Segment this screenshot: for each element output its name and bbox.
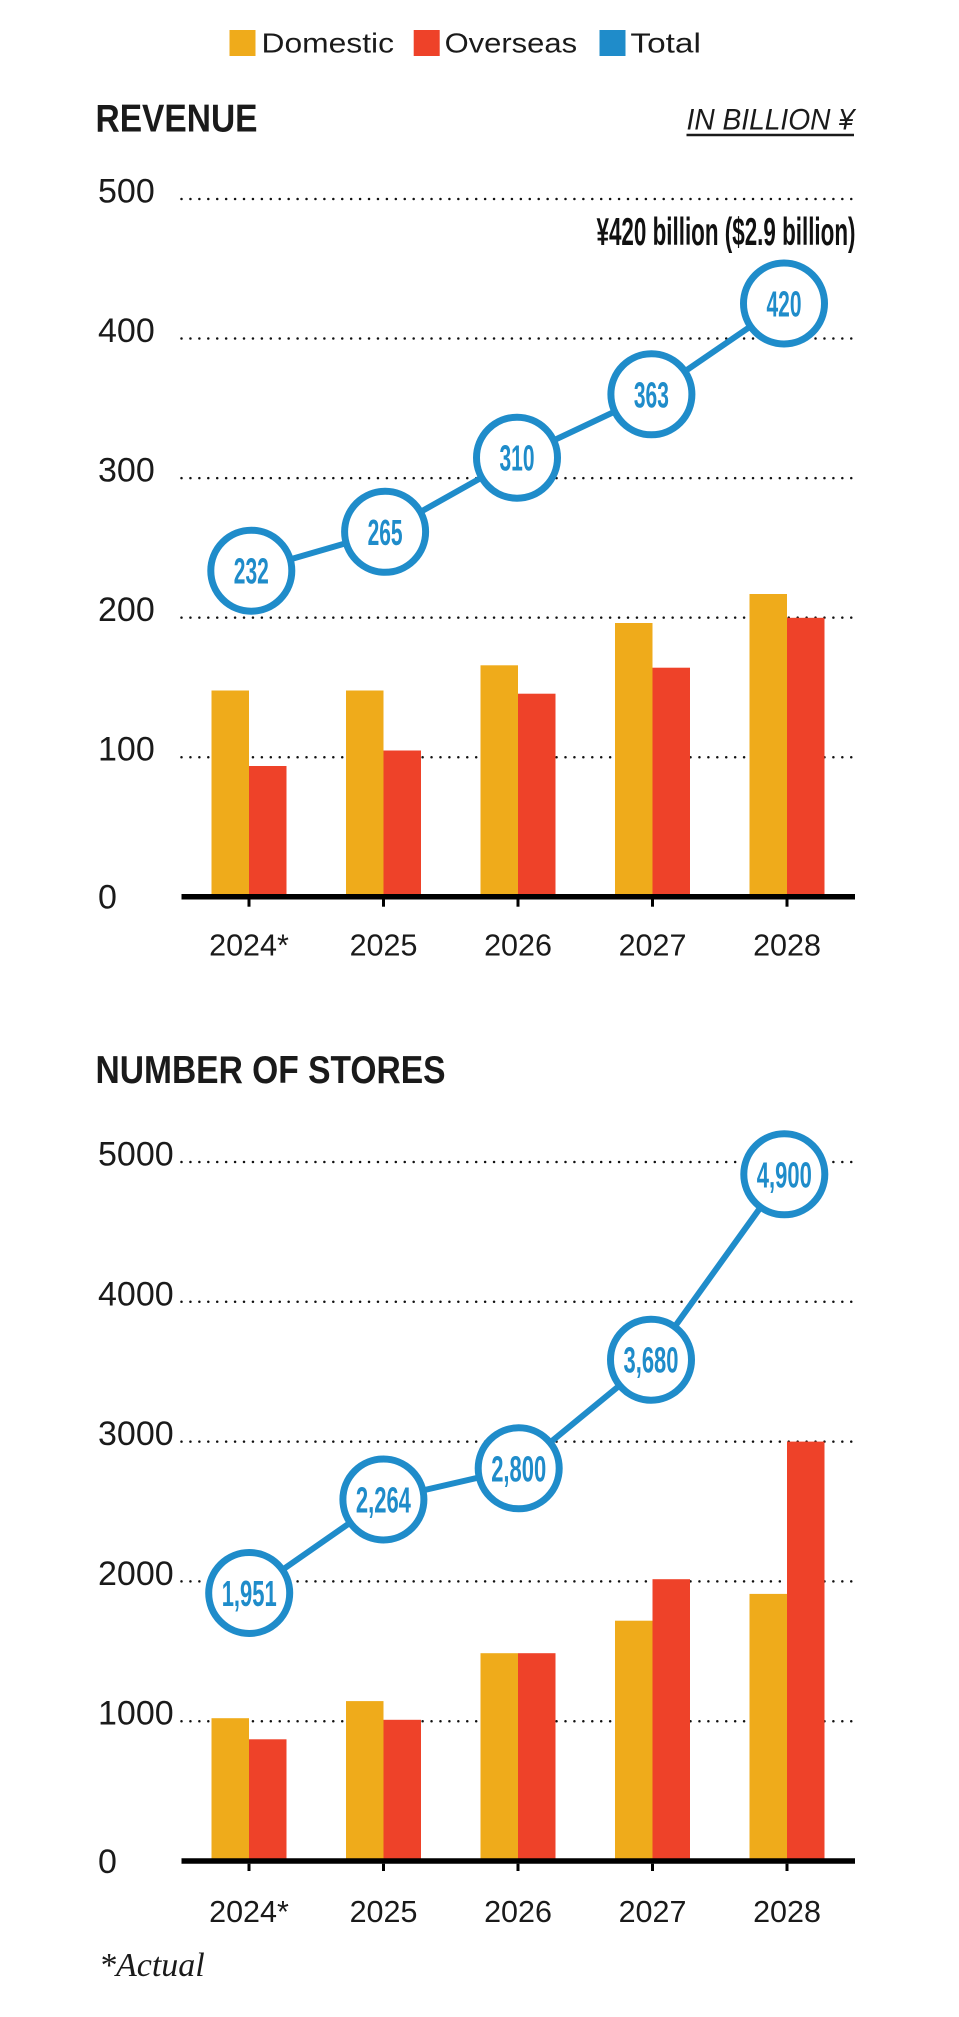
- svg-text:IN BILLION ¥: IN BILLION ¥: [687, 104, 858, 137]
- svg-text:2028: 2028: [753, 929, 821, 963]
- svg-text:Overseas: Overseas: [445, 28, 577, 59]
- svg-text:REVENUE: REVENUE: [96, 98, 258, 141]
- svg-text:2028: 2028: [753, 1895, 821, 1929]
- svg-text:4,900: 4,900: [757, 1154, 812, 1195]
- svg-text:1,951: 1,951: [222, 1573, 277, 1614]
- svg-text:Total: Total: [630, 28, 701, 59]
- svg-text:1000: 1000: [98, 1695, 174, 1733]
- svg-text:400: 400: [98, 312, 155, 350]
- svg-text:Domestic: Domestic: [262, 28, 395, 59]
- svg-text:2,264: 2,264: [356, 1480, 411, 1521]
- svg-text:2024*: 2024*: [209, 929, 289, 963]
- svg-text:*Actual: *Actual: [99, 1947, 205, 1984]
- svg-text:0: 0: [98, 879, 117, 917]
- svg-text:NUMBER OF STORES: NUMBER OF STORES: [96, 1049, 446, 1092]
- svg-text:2000: 2000: [98, 1555, 174, 1593]
- svg-text:100: 100: [98, 731, 155, 769]
- svg-text:2027: 2027: [619, 1895, 687, 1929]
- svg-text:420: 420: [767, 284, 802, 325]
- svg-text:363: 363: [634, 374, 669, 415]
- svg-text:500: 500: [98, 173, 155, 211]
- svg-text:2025: 2025: [350, 1895, 418, 1929]
- svg-text:310: 310: [500, 438, 535, 479]
- svg-text:2024*: 2024*: [209, 1895, 289, 1929]
- svg-text:3000: 3000: [98, 1415, 174, 1453]
- svg-text:2025: 2025: [350, 929, 418, 963]
- svg-text:2026: 2026: [484, 1895, 552, 1929]
- svg-text:¥420 billion ($2.9 billion): ¥420 billion ($2.9 billion): [597, 211, 856, 254]
- svg-text:200: 200: [98, 591, 155, 629]
- svg-text:2,800: 2,800: [491, 1448, 546, 1489]
- svg-text:3,680: 3,680: [624, 1340, 679, 1381]
- svg-text:232: 232: [234, 551, 269, 592]
- svg-text:0: 0: [98, 1843, 117, 1881]
- svg-text:265: 265: [368, 512, 403, 553]
- svg-text:5000: 5000: [98, 1136, 174, 1174]
- svg-text:300: 300: [98, 452, 155, 490]
- svg-text:2026: 2026: [484, 929, 552, 963]
- svg-text:4000: 4000: [98, 1275, 174, 1313]
- svg-text:2027: 2027: [619, 929, 687, 963]
